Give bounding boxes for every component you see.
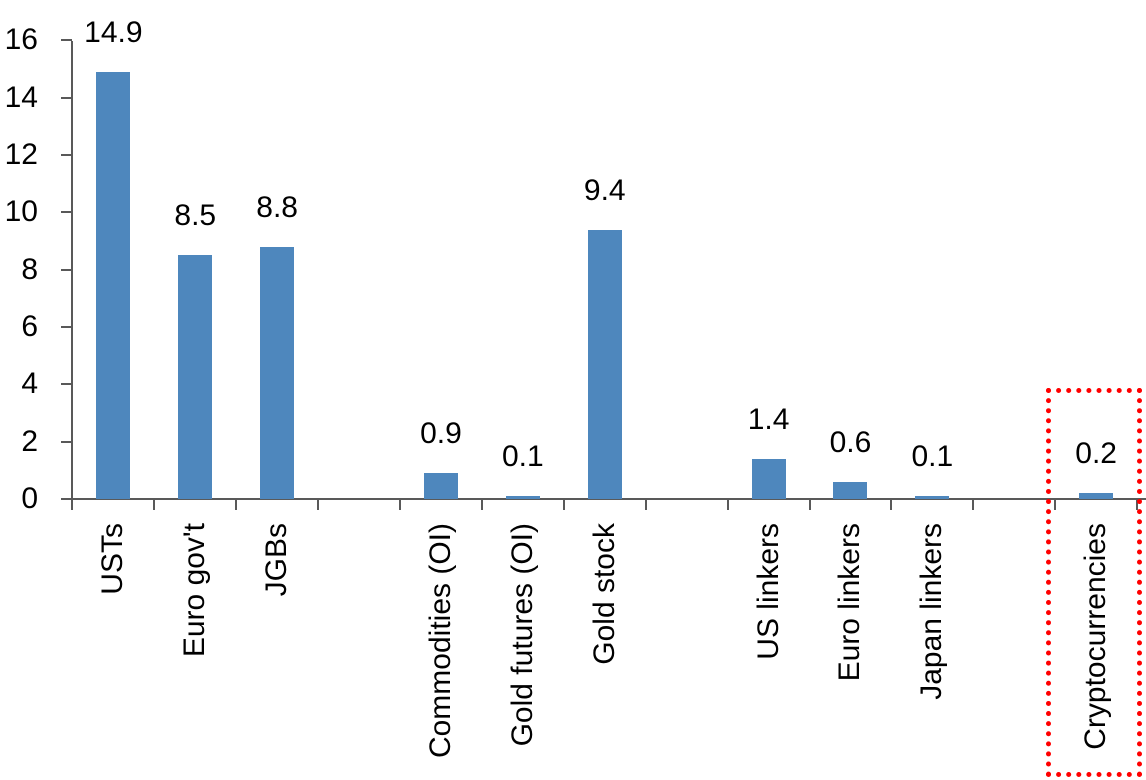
bar-value-label: 0.9: [420, 417, 462, 451]
x-tick: [71, 499, 74, 510]
bar-value-label: 9.4: [583, 173, 626, 207]
x-tick: [235, 499, 238, 510]
y-tick-label: 14: [4, 80, 38, 114]
x-tick: [726, 499, 729, 510]
category-label: Gold stock: [587, 523, 621, 665]
bar: [505, 496, 540, 499]
x-tick: [808, 499, 811, 510]
category-label: USTs: [96, 523, 130, 595]
category-label: Euro gov't: [178, 523, 212, 658]
y-tick-label: 2: [21, 424, 38, 458]
x-tick: [480, 499, 483, 510]
y-tick: [61, 154, 72, 157]
bar: [423, 473, 458, 499]
x-tick: [562, 499, 565, 510]
bar-value-label: 0.2: [1075, 437, 1117, 471]
bar: [915, 496, 950, 499]
x-tick: [890, 499, 893, 510]
y-tick: [61, 498, 72, 500]
y-axis-line: [70, 41, 73, 510]
x-tick: [399, 499, 401, 510]
y-tick: [61, 383, 72, 386]
category-label: Commodities (OI): [423, 523, 457, 759]
bar-value-label: 14.9: [84, 15, 143, 49]
bar: [1079, 493, 1114, 499]
highlight-box: [1046, 388, 1142, 777]
y-tick: [61, 211, 72, 214]
y-tick-label: 4: [21, 367, 38, 401]
bar: [260, 246, 295, 499]
y-tick: [61, 268, 72, 271]
y-tick-label: 12: [4, 138, 38, 172]
y-tick-label: 6: [21, 310, 38, 344]
x-tick: [153, 499, 156, 510]
y-tick: [61, 39, 72, 42]
category-label: US linkers: [751, 523, 785, 660]
x-tick: [972, 499, 975, 510]
x-tick: [644, 499, 647, 510]
x-tick: [1054, 499, 1057, 510]
x-tick: [317, 499, 320, 510]
bar: [751, 458, 786, 499]
category-label: Japan linkers: [915, 523, 949, 700]
bar: [96, 71, 131, 499]
bar-value-label: 8.5: [174, 199, 217, 233]
y-tick-label: 10: [4, 195, 38, 229]
y-tick: [61, 96, 72, 99]
category-label: Gold futures (OI): [505, 523, 539, 747]
y-tick-label: 8: [21, 252, 38, 286]
y-tick: [61, 440, 72, 443]
bar: [178, 255, 213, 499]
bar-value-label: 0.1: [911, 440, 954, 474]
bar-value-label: 8.8: [256, 190, 298, 224]
y-tick-label: 16: [4, 23, 38, 57]
category-label: Euro linkers: [833, 523, 867, 682]
y-tick-label: 0: [21, 482, 38, 515]
bar-value-label: 1.4: [747, 402, 790, 436]
category-label: JGBs: [260, 523, 294, 597]
bar-value-label: 0.1: [501, 440, 544, 474]
bar: [833, 481, 868, 499]
y-tick: [61, 326, 72, 329]
bar-value-label: 0.6: [829, 425, 872, 459]
x-axis-line: [61, 498, 1146, 500]
bar: [587, 229, 622, 499]
